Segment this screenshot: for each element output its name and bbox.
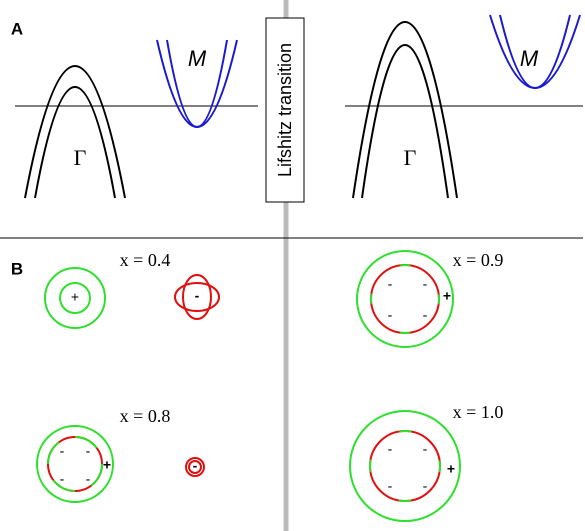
sign: + [103, 457, 111, 473]
pocket-overlap [47, 436, 103, 492]
electron-pocket [174, 282, 220, 312]
panel-label: B [11, 259, 23, 278]
sign: - [86, 471, 91, 487]
hole-pocket [356, 250, 454, 348]
sign: - [86, 443, 91, 459]
electron-pocket [188, 460, 202, 474]
hole-pocket [349, 410, 461, 522]
doping-label: x = 0.4 [120, 250, 171, 270]
pocket-overlap [369, 430, 441, 502]
sign: - [423, 307, 428, 323]
electron-band [166, 39, 228, 128]
sign: - [388, 478, 393, 494]
sign: - [388, 441, 393, 457]
hole-band [361, 44, 449, 199]
sign: - [193, 458, 198, 474]
panel-label: A [11, 19, 23, 38]
sign: - [423, 276, 428, 292]
sign: - [195, 288, 200, 304]
doping-label: x = 0.8 [120, 406, 171, 426]
hole-pocket [36, 425, 114, 503]
m-label: M [188, 46, 207, 71]
sign: - [388, 307, 393, 323]
hole-pocket [44, 267, 106, 329]
sign: + [447, 461, 455, 477]
hole-band [34, 86, 116, 199]
sign: + [71, 289, 79, 305]
electron-pocket [182, 274, 212, 320]
sign: - [388, 276, 393, 292]
m-label: M [520, 46, 539, 71]
transition-label: Lifshitz transition [275, 43, 295, 177]
sign: - [423, 478, 428, 494]
electron-pocket [369, 430, 441, 502]
gamma-label: Γ [74, 145, 87, 170]
hole-band [24, 65, 126, 199]
hole-pocket [59, 282, 91, 314]
sign: - [60, 471, 65, 487]
doping-label: x = 0.9 [453, 250, 504, 270]
electron-pocket [370, 264, 440, 334]
doping-label: x = 1.0 [453, 402, 504, 422]
pocket-overlap [370, 264, 440, 334]
sign: + [443, 288, 451, 304]
sign: - [60, 443, 65, 459]
electron-band [499, 14, 571, 89]
sign: - [423, 441, 428, 457]
electron-pocket [185, 457, 205, 477]
transition-box [265, 17, 305, 203]
hole-band [352, 21, 458, 199]
gamma-label: Γ [404, 145, 417, 170]
